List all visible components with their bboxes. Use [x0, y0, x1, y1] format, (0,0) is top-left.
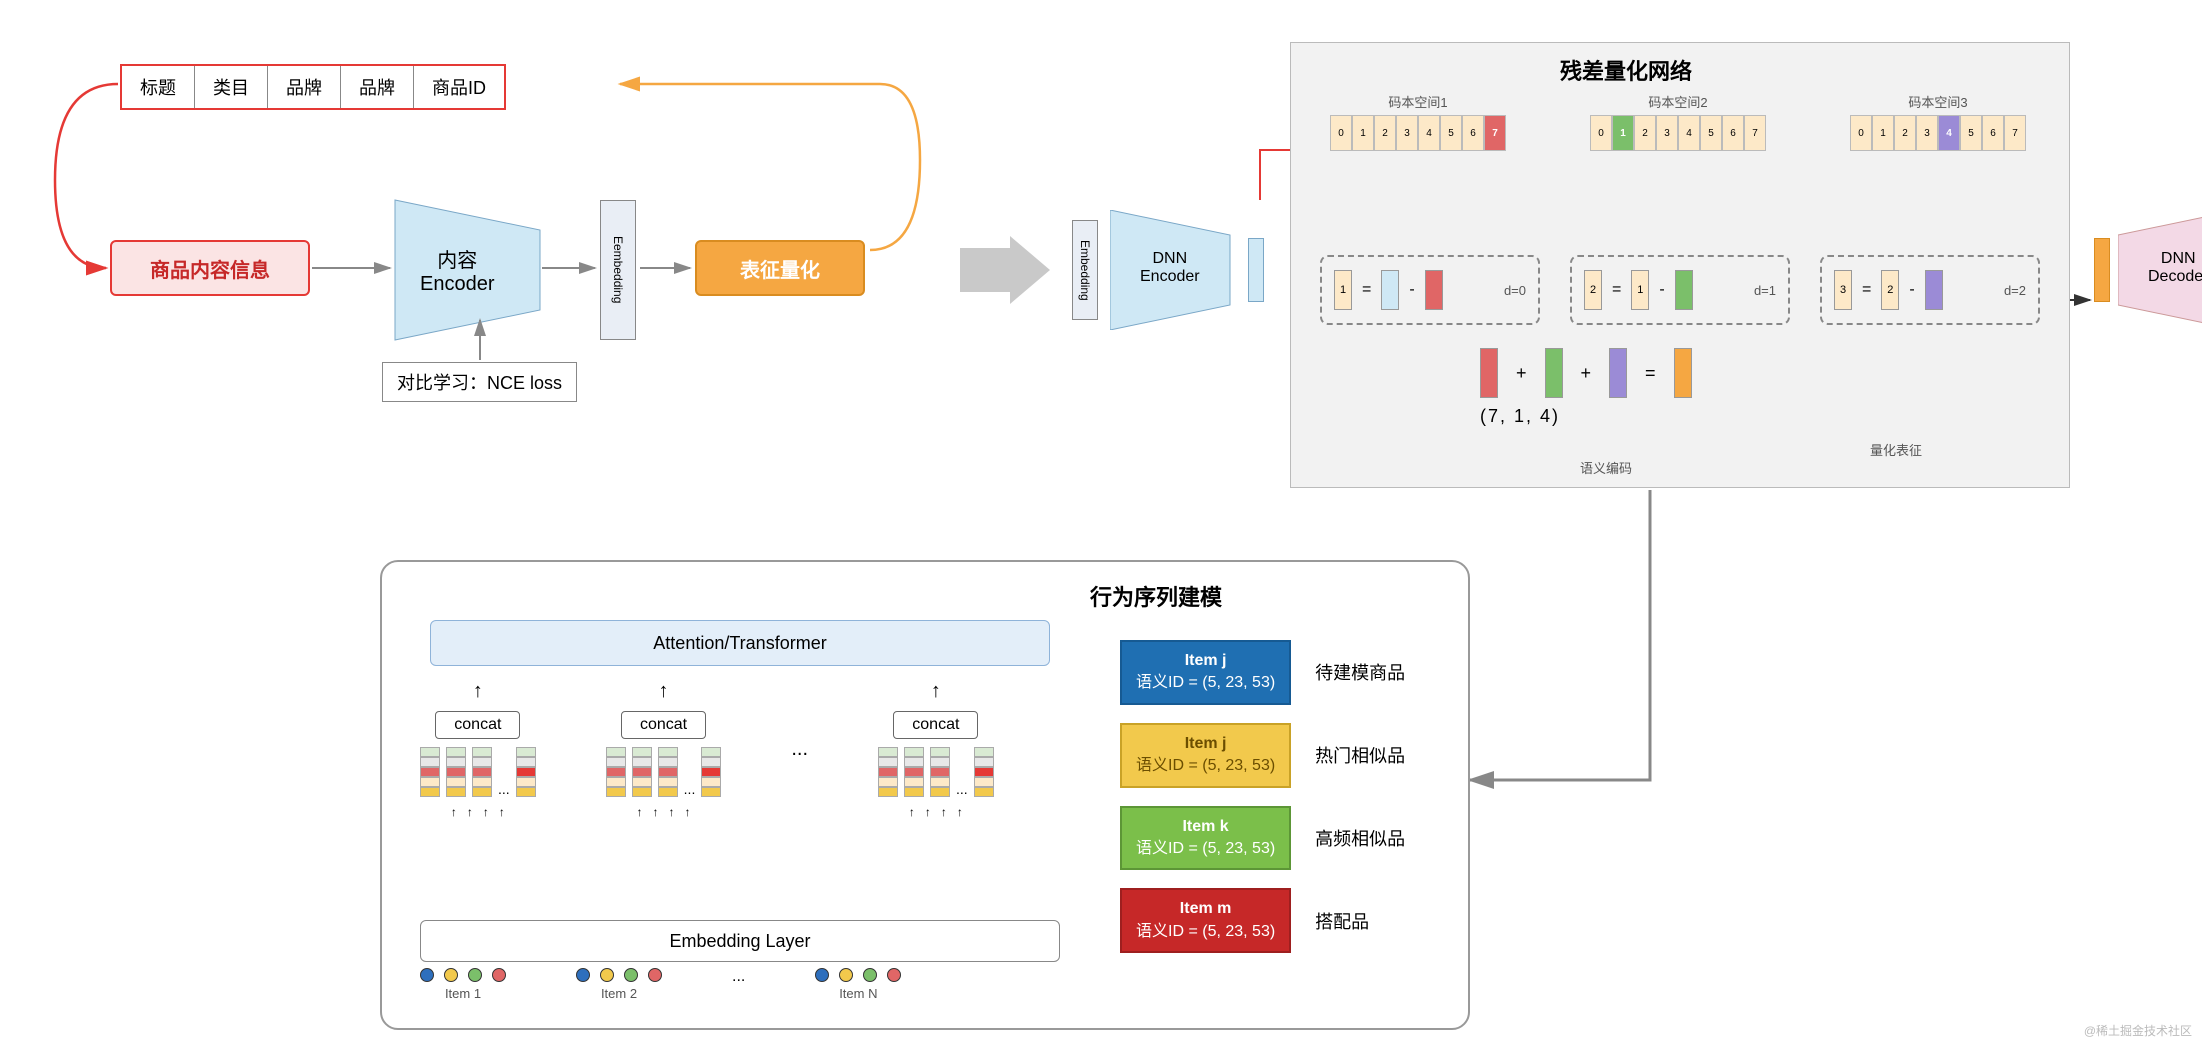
- embedding-stack: [472, 747, 492, 797]
- watermark: @稀土掘金技术社区: [2084, 1022, 2192, 1039]
- embedding-stack: [606, 747, 626, 797]
- item-dot: [600, 968, 614, 982]
- item-label: Item N: [839, 986, 877, 1001]
- cell: 类目: [195, 66, 268, 108]
- codebook-cell: 1: [1352, 115, 1374, 151]
- embedding-stack: [632, 747, 652, 797]
- codebook-cell: 6: [1982, 115, 2004, 151]
- cb2-label: 码本空间2: [1590, 92, 1766, 111]
- concat-box: concat: [621, 711, 706, 739]
- item-card: Item j语义ID = (5, 23, 53): [1120, 640, 1291, 705]
- cb1-label: 码本空间1: [1330, 92, 1506, 111]
- quant-label: 量化表征: [1870, 440, 1922, 459]
- feature-table: 标题 类目 品牌 品牌 商品ID: [120, 64, 506, 110]
- right-items: Item j语义ID = (5, 23, 53) 待建模商品 Item j语义ID …: [1120, 640, 1405, 953]
- item-dot: [468, 968, 482, 982]
- item-desc: 高频相似品: [1315, 825, 1405, 851]
- embedding-stack: [516, 747, 536, 797]
- item-label: Item 2: [601, 986, 637, 1001]
- embedding-stack: [446, 747, 466, 797]
- quant-box: 表征量化: [695, 240, 865, 296]
- item-dot: [839, 968, 853, 982]
- enc-out-bar: [1248, 238, 1264, 302]
- codebook-cell: 4: [1678, 115, 1700, 151]
- embedding-stack: [701, 747, 721, 797]
- item-dot: [624, 968, 638, 982]
- item-desc: 待建模商品: [1315, 659, 1405, 685]
- item-dot: [420, 968, 434, 982]
- codebook-cell: 5: [1700, 115, 1722, 151]
- codebook-cell: 4: [1418, 115, 1440, 151]
- codebook-1: 01234567: [1330, 115, 1506, 151]
- dnn-enc-label: DNN Encoder: [1140, 250, 1200, 286]
- dnn-dec-label: DNN Decoder: [2148, 250, 2202, 286]
- item-dot: [815, 968, 829, 982]
- embedding-stack: [904, 747, 924, 797]
- item-dot: [648, 968, 662, 982]
- codebook-cell: 5: [1960, 115, 1982, 151]
- item-dot: [444, 968, 458, 982]
- eq-2: 3 = 2 - d=2: [1820, 255, 2040, 325]
- concat-box: concat: [893, 711, 978, 739]
- tuple: (7, 1, 4): [1480, 406, 1560, 427]
- embedding-stack: [974, 747, 994, 797]
- codebook-cell: 6: [1722, 115, 1744, 151]
- item-dot: [576, 968, 590, 982]
- eq-1: 2 = 1 - d=1: [1570, 255, 1790, 325]
- codebook-cell: 3: [1396, 115, 1418, 151]
- cell: 品牌: [341, 66, 414, 108]
- item-desc: 搭配品: [1315, 908, 1369, 934]
- cell: 商品ID: [414, 66, 504, 108]
- content-info-box: 商品内容信息: [110, 240, 310, 296]
- cell: 标题: [122, 66, 195, 108]
- cell: 品牌: [268, 66, 341, 108]
- codebook-cell: 7: [2004, 115, 2026, 151]
- nce-box: 对比学习：NCE loss: [382, 362, 577, 402]
- emb-in: Embedding: [1072, 220, 1098, 320]
- codebook-2: 01234567: [1590, 115, 1766, 151]
- sem-label: 语义编码: [1580, 458, 1632, 477]
- codebook-cell: 0: [1330, 115, 1352, 151]
- codebook-cell: 0: [1590, 115, 1612, 151]
- rq-title: 残差量化网络: [1560, 54, 1692, 86]
- attn-box: Attention/Transformer: [430, 620, 1050, 666]
- embedding-bar: Eembedding: [600, 200, 636, 340]
- codebook-cell: 6: [1462, 115, 1484, 151]
- encoder-label: 内容 Encoder: [420, 244, 495, 296]
- codebook-3: 01234567: [1850, 115, 2026, 151]
- embedding-stack: [878, 747, 898, 797]
- codebook-cell: 4: [1938, 115, 1960, 151]
- codebook-cell: 1: [1612, 115, 1634, 151]
- codebook-cell: 2: [1634, 115, 1656, 151]
- eq-0: 1 = - d=0: [1320, 255, 1540, 325]
- item-card: Item j语义ID = (5, 23, 53): [1120, 723, 1291, 788]
- codebook-cell: 0: [1850, 115, 1872, 151]
- codebook-cell: 7: [1744, 115, 1766, 151]
- codebook-cell: 2: [1374, 115, 1396, 151]
- emb-layer: Embedding Layer: [420, 920, 1060, 962]
- codebook-cell: 5: [1440, 115, 1462, 151]
- dec-in-bar: [2094, 238, 2110, 302]
- codebook-cell: 1: [1872, 115, 1894, 151]
- item-card: Item m语义ID = (5, 23, 53): [1120, 888, 1291, 953]
- item-dot: [863, 968, 877, 982]
- codebook-cell: 3: [1656, 115, 1678, 151]
- item-dot: [492, 968, 506, 982]
- embedding-stack: [930, 747, 950, 797]
- item-desc: 热门相似品: [1315, 742, 1405, 768]
- seq-columns: ↑concat...↑↑↑↑↑concat...↑↑↑↑...↑concat..…: [420, 680, 994, 819]
- codebook-cell: 7: [1484, 115, 1506, 151]
- codebook-cell: 3: [1916, 115, 1938, 151]
- item-label: Item 1: [445, 986, 481, 1001]
- item-dot: [887, 968, 901, 982]
- cb3-label: 码本空间3: [1850, 92, 2026, 111]
- embedding-stack: [420, 747, 440, 797]
- seq-title: 行为序列建模: [1090, 580, 1222, 612]
- embedding-stack: [658, 747, 678, 797]
- concat-box: concat: [435, 711, 520, 739]
- item-card: Item k语义ID = (5, 23, 53): [1120, 806, 1291, 871]
- codebook-cell: 2: [1894, 115, 1916, 151]
- sum-row: + + =: [1480, 348, 1692, 398]
